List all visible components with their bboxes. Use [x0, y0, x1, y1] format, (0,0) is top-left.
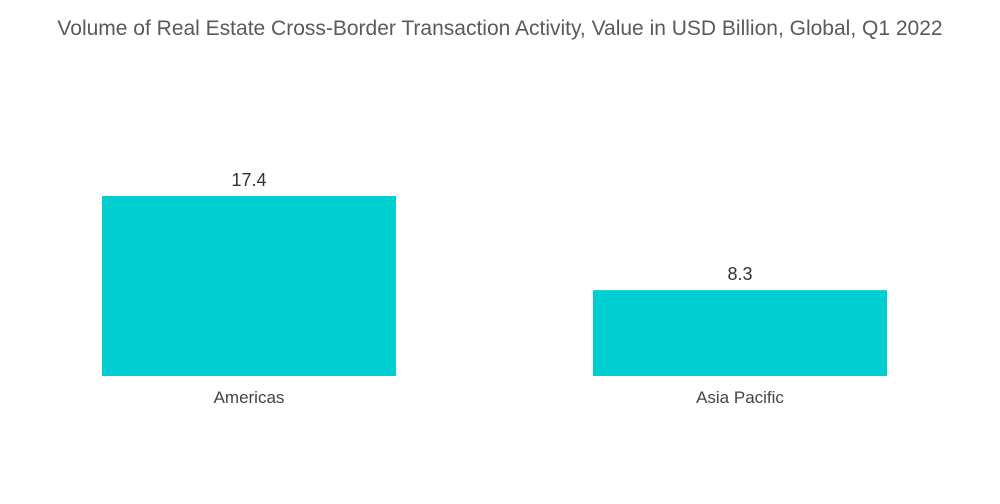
- bar-asia-pacific: [593, 290, 887, 376]
- data-label-asia-pacific: 8.3: [727, 264, 752, 284]
- chart-title: Volume of Real Estate Cross-Border Trans…: [57, 17, 943, 40]
- category-label-americas: Americas: [214, 388, 285, 407]
- data-label-americas: 17.4: [231, 170, 266, 190]
- category-label-asia-pacific: Asia Pacific: [696, 388, 784, 407]
- bar-americas: [102, 196, 396, 376]
